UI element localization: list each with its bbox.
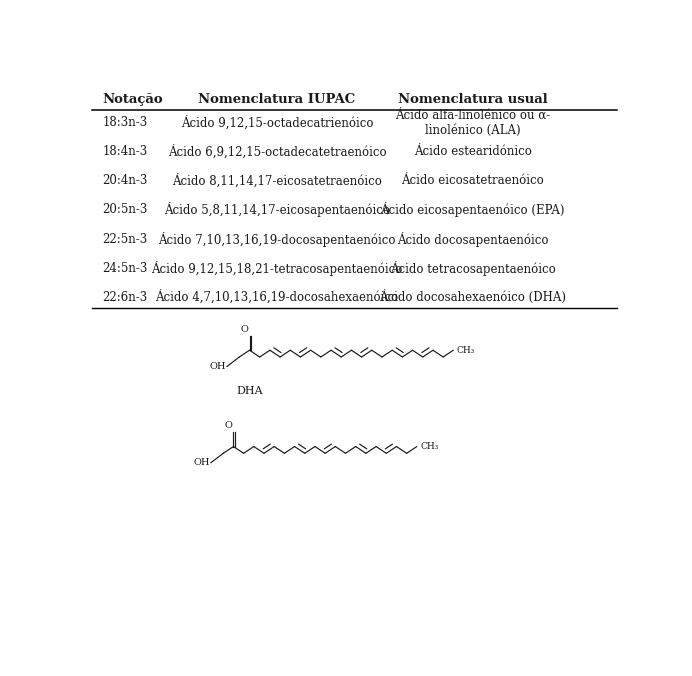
Text: Notação: Notação	[102, 93, 163, 106]
Text: Ácido 7,10,13,16,19-docosapentaenóico: Ácido 7,10,13,16,19-docosapentaenóico	[158, 231, 396, 247]
Text: 18:3n-3: 18:3n-3	[102, 116, 148, 129]
Text: 20:4n-3: 20:4n-3	[102, 174, 148, 187]
Text: CH₃: CH₃	[420, 442, 439, 451]
Text: CH₃: CH₃	[457, 345, 475, 355]
Text: 20:5n-3: 20:5n-3	[102, 203, 148, 216]
Text: Ácido 9,12,15,18,21-tetracosapentaenóico: Ácido 9,12,15,18,21-tetracosapentaenóico	[151, 260, 403, 276]
Text: Ácido tetracosapentaenóico: Ácido tetracosapentaenóico	[390, 260, 556, 276]
Text: 22:5n-3: 22:5n-3	[102, 233, 148, 245]
Text: O: O	[224, 421, 233, 431]
Text: OH: OH	[210, 362, 226, 371]
Text: Ácido 6,9,12,15-octadecatetraenóico: Ácido 6,9,12,15-octadecatetraenóico	[167, 145, 386, 159]
Text: Nomenclatura usual: Nomenclatura usual	[398, 93, 547, 106]
Text: Ácido 9,12,15-octadecatrienóico: Ácido 9,12,15-octadecatrienóico	[181, 116, 373, 130]
Text: Ácido eicosatetraenóico: Ácido eicosatetraenóico	[401, 174, 544, 187]
Text: O: O	[241, 325, 248, 334]
Text: Ácido alfa-linolénico ou α-
linolénico (ALA): Ácido alfa-linolénico ou α- linolénico (…	[395, 109, 550, 137]
Text: Ácido docosapentaenóico: Ácido docosapentaenóico	[397, 231, 548, 247]
Text: Nomenclatura IUPAC: Nomenclatura IUPAC	[199, 93, 356, 106]
Text: Ácido 8,11,14,17-eicosatetraenóico: Ácido 8,11,14,17-eicosatetraenóico	[172, 174, 382, 188]
Text: OH: OH	[193, 458, 210, 467]
Text: Ácido eicosapentaenóico (EPA): Ácido eicosapentaenóico (EPA)	[381, 202, 565, 218]
Text: 18:4n-3: 18:4n-3	[102, 145, 148, 158]
Text: Ácido 4,7,10,13,16,19-docosahexaenóico: Ácido 4,7,10,13,16,19-docosahexaenóico	[155, 290, 399, 304]
Text: 24:5n-3: 24:5n-3	[102, 262, 148, 274]
Text: DHA: DHA	[237, 385, 263, 395]
Text: 22:6n-3: 22:6n-3	[102, 291, 148, 304]
Text: Ácido 5,8,11,14,17-eicosapentaenóico: Ácido 5,8,11,14,17-eicosapentaenóico	[164, 202, 390, 218]
Text: Ácido docosahexaenóico (DHA): Ácido docosahexaenóico (DHA)	[379, 290, 566, 304]
Text: Ácido estearidónico: Ácido estearidónico	[414, 145, 531, 158]
